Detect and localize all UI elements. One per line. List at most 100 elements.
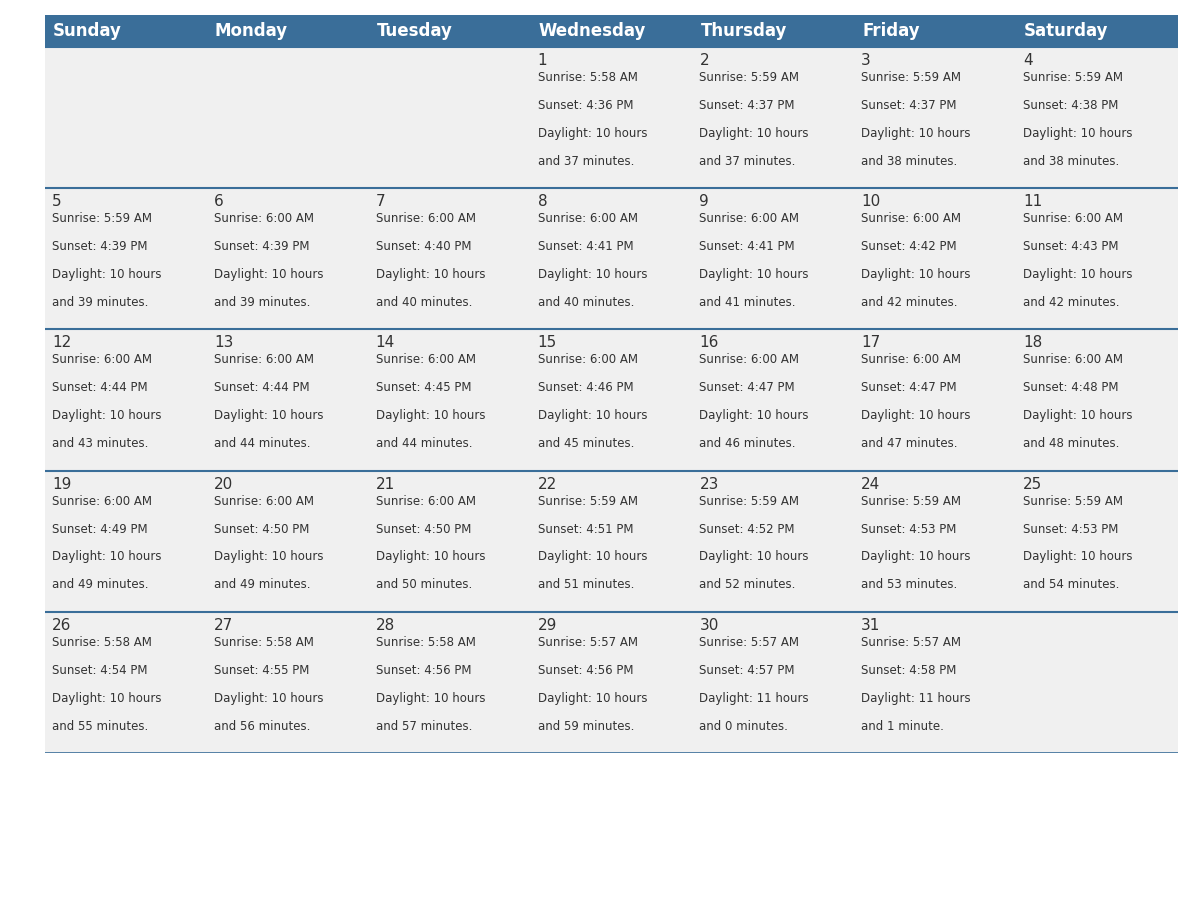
Text: Daylight: 10 hours: Daylight: 10 hours xyxy=(538,127,647,140)
Text: Sunrise: 6:00 AM: Sunrise: 6:00 AM xyxy=(861,353,961,366)
Text: Sunset: 4:44 PM: Sunset: 4:44 PM xyxy=(214,381,310,395)
Text: Sunrise: 5:58 AM: Sunrise: 5:58 AM xyxy=(52,636,152,649)
Text: Daylight: 10 hours: Daylight: 10 hours xyxy=(52,551,162,564)
Text: and 53 minutes.: and 53 minutes. xyxy=(861,578,958,591)
Text: 31: 31 xyxy=(861,618,880,633)
Text: and 39 minutes.: and 39 minutes. xyxy=(214,296,310,309)
Text: and 45 minutes.: and 45 minutes. xyxy=(538,437,634,450)
Text: Daylight: 10 hours: Daylight: 10 hours xyxy=(700,551,809,564)
Text: Sunset: 4:43 PM: Sunset: 4:43 PM xyxy=(1023,241,1119,253)
Text: and 37 minutes.: and 37 minutes. xyxy=(538,155,634,168)
Text: Wednesday: Wednesday xyxy=(538,22,646,40)
Text: and 41 minutes.: and 41 minutes. xyxy=(700,296,796,309)
Bar xyxy=(45,330,1178,471)
Text: and 39 minutes.: and 39 minutes. xyxy=(52,296,148,309)
Text: Sunday: Sunday xyxy=(53,22,122,40)
Text: and 49 minutes.: and 49 minutes. xyxy=(214,578,310,591)
Text: 21: 21 xyxy=(375,476,394,492)
Text: Daylight: 10 hours: Daylight: 10 hours xyxy=(700,127,809,140)
Text: and 42 minutes.: and 42 minutes. xyxy=(1023,296,1119,309)
Text: and 40 minutes.: and 40 minutes. xyxy=(538,296,634,309)
Text: Sunrise: 6:00 AM: Sunrise: 6:00 AM xyxy=(1023,353,1123,366)
Text: 13: 13 xyxy=(214,335,233,351)
Text: Sunset: 4:50 PM: Sunset: 4:50 PM xyxy=(214,522,309,535)
Text: and 40 minutes.: and 40 minutes. xyxy=(375,296,472,309)
Text: Sunrise: 6:00 AM: Sunrise: 6:00 AM xyxy=(214,495,314,508)
Text: 28: 28 xyxy=(375,618,394,633)
Text: Daylight: 10 hours: Daylight: 10 hours xyxy=(52,409,162,422)
Text: Sunset: 4:52 PM: Sunset: 4:52 PM xyxy=(700,522,795,535)
Text: Sunset: 4:36 PM: Sunset: 4:36 PM xyxy=(538,99,633,112)
Bar xyxy=(45,188,1178,330)
Text: Sunrise: 6:00 AM: Sunrise: 6:00 AM xyxy=(52,353,152,366)
Text: Sunrise: 6:00 AM: Sunrise: 6:00 AM xyxy=(214,212,314,225)
Text: Sunrise: 6:00 AM: Sunrise: 6:00 AM xyxy=(1023,212,1123,225)
Text: Daylight: 10 hours: Daylight: 10 hours xyxy=(861,409,971,422)
Text: Sunset: 4:39 PM: Sunset: 4:39 PM xyxy=(214,241,309,253)
Text: Sunrise: 6:00 AM: Sunrise: 6:00 AM xyxy=(214,353,314,366)
Text: Sunrise: 5:59 AM: Sunrise: 5:59 AM xyxy=(538,495,638,508)
Text: and 44 minutes.: and 44 minutes. xyxy=(375,437,472,450)
Text: 30: 30 xyxy=(700,618,719,633)
Text: Tuesday: Tuesday xyxy=(377,22,453,40)
Text: Daylight: 10 hours: Daylight: 10 hours xyxy=(375,551,485,564)
Bar xyxy=(45,611,1178,753)
Text: 2: 2 xyxy=(700,53,709,68)
Text: Daylight: 10 hours: Daylight: 10 hours xyxy=(861,551,971,564)
Text: and 46 minutes.: and 46 minutes. xyxy=(700,437,796,450)
Text: Daylight: 10 hours: Daylight: 10 hours xyxy=(214,268,323,281)
Text: Sunset: 4:40 PM: Sunset: 4:40 PM xyxy=(375,241,472,253)
Text: Sunset: 4:41 PM: Sunset: 4:41 PM xyxy=(538,241,633,253)
Text: and 42 minutes.: and 42 minutes. xyxy=(861,296,958,309)
Text: and 59 minutes.: and 59 minutes. xyxy=(538,720,634,733)
Text: 26: 26 xyxy=(52,618,71,633)
Text: 15: 15 xyxy=(538,335,557,351)
Text: 22: 22 xyxy=(538,476,557,492)
Text: Sunset: 4:50 PM: Sunset: 4:50 PM xyxy=(375,522,472,535)
Text: Daylight: 10 hours: Daylight: 10 hours xyxy=(538,551,647,564)
Text: and 52 minutes.: and 52 minutes. xyxy=(700,578,796,591)
Text: Daylight: 10 hours: Daylight: 10 hours xyxy=(375,691,485,705)
Text: and 47 minutes.: and 47 minutes. xyxy=(861,437,958,450)
Text: Daylight: 10 hours: Daylight: 10 hours xyxy=(538,409,647,422)
Text: 29: 29 xyxy=(538,618,557,633)
Text: Sunrise: 6:00 AM: Sunrise: 6:00 AM xyxy=(375,353,475,366)
Text: Daylight: 10 hours: Daylight: 10 hours xyxy=(1023,268,1132,281)
Text: and 56 minutes.: and 56 minutes. xyxy=(214,720,310,733)
Text: 11: 11 xyxy=(1023,195,1042,209)
Text: 12: 12 xyxy=(52,335,71,351)
Text: Thursday: Thursday xyxy=(701,22,786,40)
Text: Sunrise: 5:58 AM: Sunrise: 5:58 AM xyxy=(375,636,475,649)
Text: Sunset: 4:56 PM: Sunset: 4:56 PM xyxy=(375,664,472,677)
Text: and 57 minutes.: and 57 minutes. xyxy=(375,720,472,733)
Text: Sunrise: 6:00 AM: Sunrise: 6:00 AM xyxy=(538,212,638,225)
Text: Sunrise: 6:00 AM: Sunrise: 6:00 AM xyxy=(700,212,800,225)
Text: Daylight: 11 hours: Daylight: 11 hours xyxy=(861,691,971,705)
Text: 23: 23 xyxy=(700,476,719,492)
Text: Blue: Blue xyxy=(67,62,132,88)
Text: and 0 minutes.: and 0 minutes. xyxy=(700,720,789,733)
Text: Daylight: 10 hours: Daylight: 10 hours xyxy=(861,127,971,140)
Text: General: General xyxy=(48,29,152,55)
Text: 17: 17 xyxy=(861,335,880,351)
Text: 4: 4 xyxy=(1023,53,1032,68)
Text: and 44 minutes.: and 44 minutes. xyxy=(214,437,310,450)
Text: Friday: Friday xyxy=(862,22,920,40)
Text: Sunset: 4:37 PM: Sunset: 4:37 PM xyxy=(700,99,795,112)
Text: 27: 27 xyxy=(214,618,233,633)
Text: 5: 5 xyxy=(52,195,62,209)
Text: Sunset: 4:51 PM: Sunset: 4:51 PM xyxy=(538,522,633,535)
Text: Sunrise: 5:58 AM: Sunrise: 5:58 AM xyxy=(538,71,638,84)
Text: 25: 25 xyxy=(1023,476,1042,492)
Text: and 37 minutes.: and 37 minutes. xyxy=(700,155,796,168)
Bar xyxy=(45,47,1178,188)
Text: Imphal, Manipur, India: Imphal, Manipur, India xyxy=(871,100,1168,126)
Text: Sunrise: 6:00 AM: Sunrise: 6:00 AM xyxy=(375,212,475,225)
Text: Sunset: 4:53 PM: Sunset: 4:53 PM xyxy=(861,522,956,535)
Text: Sunset: 4:54 PM: Sunset: 4:54 PM xyxy=(52,664,147,677)
Text: 7: 7 xyxy=(375,195,385,209)
Text: 20: 20 xyxy=(214,476,233,492)
Text: and 49 minutes.: and 49 minutes. xyxy=(52,578,148,591)
Text: 6: 6 xyxy=(214,195,223,209)
Text: Sunrise: 5:57 AM: Sunrise: 5:57 AM xyxy=(700,636,800,649)
